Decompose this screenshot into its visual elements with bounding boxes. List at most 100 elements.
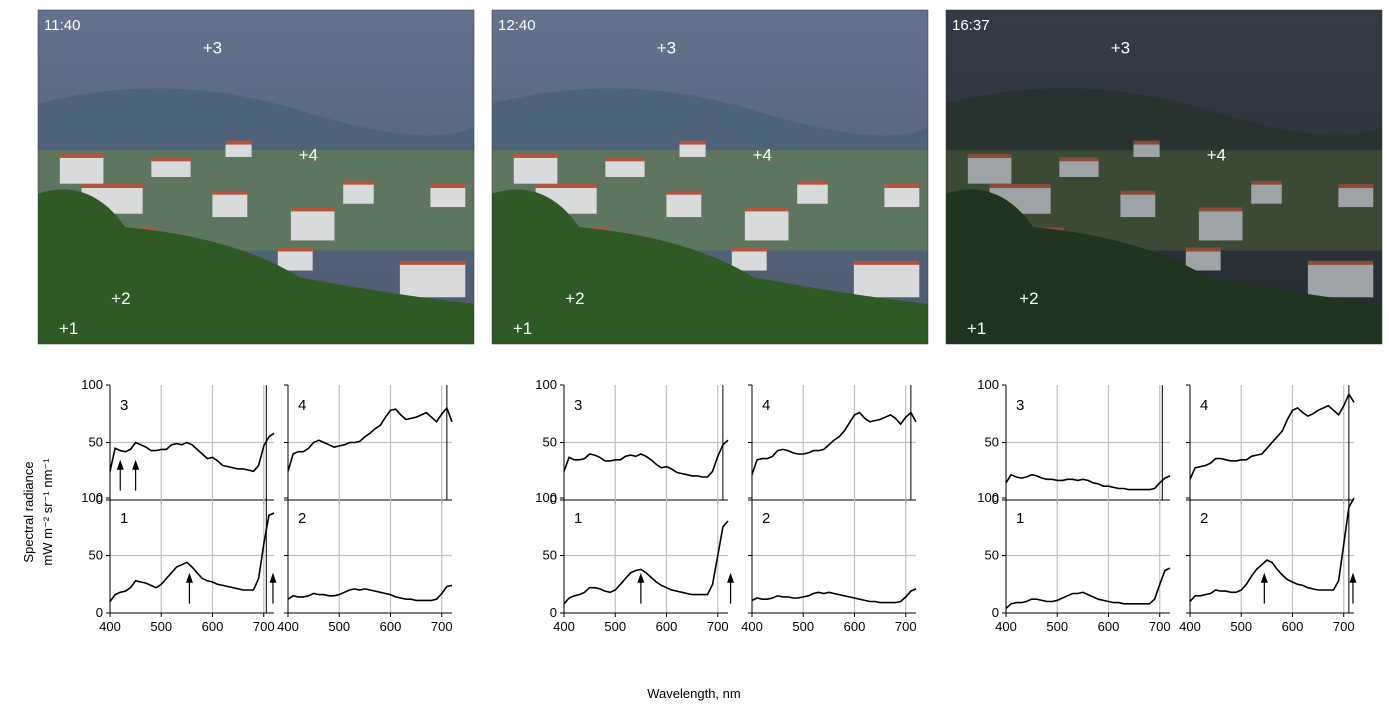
spectral-panel: 0 50 100 3 xyxy=(977,377,1171,507)
house-shape xyxy=(212,193,248,218)
y-tick-label: 50 xyxy=(89,548,103,563)
roof-shape xyxy=(1251,180,1282,185)
arrow-head xyxy=(132,459,140,470)
roof-shape xyxy=(1133,140,1160,145)
roof-shape xyxy=(666,190,702,195)
house-shape xyxy=(797,183,828,204)
y-tick-label: 100 xyxy=(81,490,103,505)
roof-shape xyxy=(225,140,252,145)
x-tick-label: 600 xyxy=(656,619,678,634)
house-shape xyxy=(967,156,1012,184)
x-tick-label: 700 xyxy=(253,619,275,634)
x-tick-label: 400 xyxy=(99,619,121,634)
y-tick-label: 50 xyxy=(985,435,999,450)
roof-shape xyxy=(744,207,789,212)
scene-photo: 12:40 +1 +2 +3 +4 xyxy=(491,9,929,345)
y-tick-label: 0 xyxy=(992,605,999,620)
spectral-panel: 400 500 600 700 2 xyxy=(1179,497,1357,634)
roof-shape xyxy=(430,184,466,189)
panel-number: 2 xyxy=(762,510,770,527)
panel-number: 4 xyxy=(1200,397,1208,414)
arrow-head xyxy=(185,572,193,583)
panel-number: 4 xyxy=(298,397,306,414)
point-marker: +1 xyxy=(967,319,986,338)
house-shape xyxy=(1185,250,1221,271)
roof-shape xyxy=(989,184,1051,189)
roof-shape xyxy=(1338,184,1374,189)
x-tick-label: 400 xyxy=(1179,619,1201,634)
spectrum-line xyxy=(563,439,729,478)
spectrum-line xyxy=(1005,473,1171,491)
spectrum-line xyxy=(1189,392,1355,480)
house-shape xyxy=(430,187,466,208)
house-shape xyxy=(605,160,645,177)
photo-row: 11:40 +1 +2 +3 +4 12:40 +1 +2 +3 +4 16:37 +1 +2 +3 +4 xyxy=(37,9,1383,345)
panel-number: 3 xyxy=(1016,397,1024,414)
spectrum-line xyxy=(1005,567,1171,609)
point-marker: +3 xyxy=(657,38,676,57)
roof-shape xyxy=(59,153,104,158)
foreground-trees xyxy=(946,189,1382,344)
house-shape xyxy=(1338,187,1374,208)
spectrum-line xyxy=(563,520,729,605)
x-tick-label: 400 xyxy=(995,619,1017,634)
house-shape xyxy=(513,156,558,184)
y-tick-label: 100 xyxy=(977,490,999,505)
point-marker: +2 xyxy=(1019,289,1038,308)
y-tick-label: 100 xyxy=(535,377,557,392)
spectrum-line xyxy=(109,512,275,602)
x-tick-label: 400 xyxy=(741,619,763,634)
roof-shape xyxy=(535,184,597,189)
photo-timestamp: 12:40 xyxy=(498,17,536,34)
house-shape xyxy=(225,143,252,157)
arrow-head xyxy=(269,572,277,583)
x-tick-label: 500 xyxy=(1046,619,1068,634)
roof-shape xyxy=(1120,190,1156,195)
x-tick-label: 600 xyxy=(844,619,866,634)
house-shape xyxy=(731,250,767,271)
y-tick-label: 100 xyxy=(81,377,103,392)
roof-shape xyxy=(151,157,191,162)
x-tick-label: 700 xyxy=(431,619,453,634)
y-tick-label: 50 xyxy=(543,435,557,450)
arrow-head xyxy=(1260,572,1268,583)
photo-timestamp: 16:37 xyxy=(952,17,990,34)
house-shape xyxy=(666,193,702,218)
photo-frame xyxy=(945,9,1383,345)
x-tick-label: 400 xyxy=(553,619,575,634)
y-axis-title-line1: Spectral radiance xyxy=(21,461,36,562)
x-tick-label: 500 xyxy=(1230,619,1252,634)
spectral-panel: 0 50 100 3 xyxy=(81,377,275,507)
point-marker: +4 xyxy=(299,145,318,164)
x-tick-label: 700 xyxy=(1149,619,1171,634)
x-tick-label: 500 xyxy=(328,619,350,634)
roof-shape xyxy=(277,247,313,252)
y-tick-label: 50 xyxy=(89,435,103,450)
house-shape xyxy=(1198,210,1243,241)
house-shape xyxy=(343,183,374,204)
y-tick-label: 0 xyxy=(96,605,103,620)
y-tick-label: 50 xyxy=(543,548,557,563)
point-marker: +2 xyxy=(565,289,584,308)
point-marker: +4 xyxy=(753,145,772,164)
x-tick-label: 700 xyxy=(707,619,729,634)
spectrum-line xyxy=(751,588,917,604)
x-tick-label: 500 xyxy=(792,619,814,634)
roof-shape xyxy=(731,247,767,252)
roof-shape xyxy=(679,140,706,145)
arrow-head xyxy=(727,572,735,583)
house-shape xyxy=(59,156,104,184)
roof-shape xyxy=(797,180,828,185)
arrow-head xyxy=(1349,572,1357,583)
panel-number: 3 xyxy=(574,397,582,414)
house-shape xyxy=(1120,193,1156,218)
point-marker: +4 xyxy=(1207,145,1226,164)
spectrum-line xyxy=(1189,497,1355,603)
y-tick-label: 100 xyxy=(535,490,557,505)
house-shape xyxy=(399,263,466,298)
house-shape xyxy=(853,263,920,298)
roof-shape xyxy=(343,180,374,185)
house-shape xyxy=(1307,263,1374,298)
